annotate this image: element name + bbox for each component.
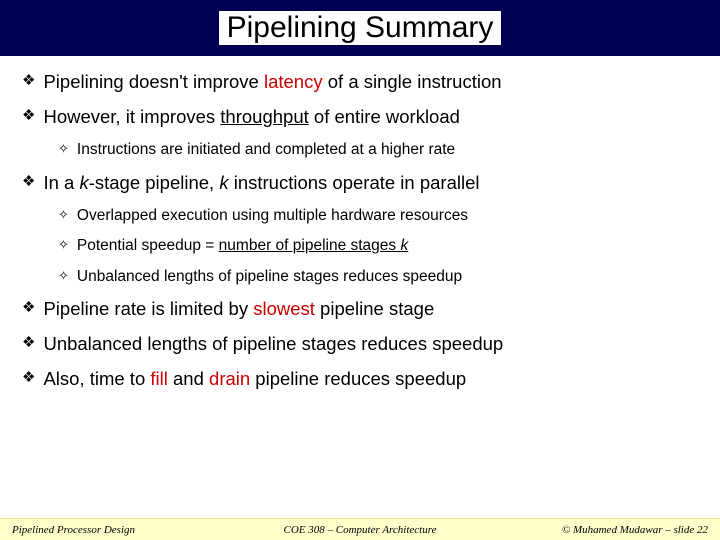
bullet-text: Potential speedup = number of pipeline s… (77, 236, 408, 255)
bullet-level-1: ❖ In a k-stage pipeline, k instructions o… (22, 171, 698, 194)
bullet-level-2: ✧ Overlapped execution using multiple har… (58, 206, 698, 225)
footer-center: COE 308 – Computer Architecture (244, 524, 476, 536)
footer-left: Pipelined Processor Design (12, 524, 244, 536)
bullet-text: In a k-stage pipeline, k instructions op… (43, 171, 479, 194)
diamond-bullet-icon: ❖ (22, 297, 35, 320)
bullet-level-1: ❖ Pipeline rate is limited by slowest pip… (22, 297, 698, 320)
bullet-level-1: ❖ Unbalanced lengths of pipeline stages r… (22, 332, 698, 355)
bullet-text: Pipelining doesn't improve latency of a … (43, 70, 501, 93)
hollow-diamond-bullet-icon: ✧ (58, 236, 69, 254)
title-bar: Pipelining Summary (0, 0, 720, 56)
bullet-text: Overlapped execution using multiple hard… (77, 206, 468, 225)
bullet-text: Unbalanced lengths of pipeline stages re… (43, 332, 503, 355)
bullet-level-2: ✧ Potential speedup = number of pipeline … (58, 236, 698, 255)
diamond-bullet-icon: ❖ (22, 367, 35, 390)
bullet-text: However, it improves throughput of entir… (43, 105, 459, 128)
diamond-bullet-icon: ❖ (22, 332, 35, 355)
diamond-bullet-icon: ❖ (22, 105, 35, 128)
footer-right: © Muhamed Mudawar – slide 22 (476, 524, 708, 536)
diamond-bullet-icon: ❖ (22, 70, 35, 93)
slide-title: Pipelining Summary (219, 11, 502, 45)
hollow-diamond-bullet-icon: ✧ (58, 206, 69, 224)
bullet-level-1: ❖ Pipelining doesn't improve latency of a… (22, 70, 698, 93)
bullet-level-2: ✧ Unbalanced lengths of pipeline stages r… (58, 267, 698, 286)
bullet-text: Unbalanced lengths of pipeline stages re… (77, 267, 462, 286)
bullet-text: Instructions are initiated and completed… (77, 140, 455, 159)
hollow-diamond-bullet-icon: ✧ (58, 140, 69, 158)
bullet-text: Also, time to fill and drain pipeline re… (43, 367, 466, 390)
bullet-text: Pipeline rate is limited by slowest pipe… (43, 297, 434, 320)
hollow-diamond-bullet-icon: ✧ (58, 267, 69, 285)
bullet-level-1: ❖ Also, time to fill and drain pipeline r… (22, 367, 698, 390)
slide-content: ❖ Pipelining doesn't improve latency of a… (0, 56, 720, 390)
bullet-level-2: ✧ Instructions are initiated and complete… (58, 140, 698, 159)
slide-footer: Pipelined Processor Design COE 308 – Com… (0, 518, 720, 540)
bullet-level-1: ❖ However, it improves throughput of enti… (22, 105, 698, 128)
diamond-bullet-icon: ❖ (22, 171, 35, 194)
